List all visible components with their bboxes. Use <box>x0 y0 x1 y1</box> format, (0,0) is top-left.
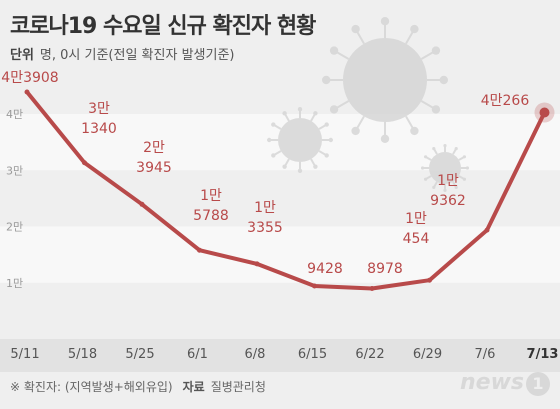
x-tick-label: 5/18 <box>68 347 97 362</box>
data-point <box>139 201 145 207</box>
footer-note: ※ 확진자: (지역발생+해외유입) 자료 질병관리청 <box>10 378 266 395</box>
data-point <box>369 285 375 291</box>
data-label: 3355 <box>247 220 283 236</box>
logo-number: 1 <box>526 372 550 396</box>
data-point <box>24 89 30 95</box>
unit-text: 명, 0시 기준(전일 확진자 발생기준) <box>39 48 235 63</box>
y-tick-label: 1만 <box>6 277 23 290</box>
x-tick-label: 6/15 <box>298 347 327 362</box>
data-label: 1만 <box>405 211 427 227</box>
x-tick-label: 6/1 <box>187 347 208 362</box>
data-point <box>312 283 317 289</box>
virus-icon <box>322 17 448 143</box>
x-axis-strip <box>0 339 560 372</box>
x-tick-label: 6/22 <box>355 347 384 362</box>
data-point <box>197 247 202 253</box>
virus-icon <box>421 144 469 192</box>
data-label: 4만3908 <box>1 70 58 86</box>
data-label: 2만 <box>143 140 165 156</box>
y-tick-label: 2만 <box>6 221 23 234</box>
data-point <box>539 107 550 118</box>
data-label: 4만266 <box>481 93 530 109</box>
data-label: 3만 <box>88 101 110 117</box>
data-label: 5788 <box>193 208 229 224</box>
x-tick-label: 6/8 <box>245 347 266 362</box>
data-label: 3945 <box>136 160 172 176</box>
unit-label: 단위 <box>10 48 34 63</box>
data-label: 1만 <box>254 200 276 216</box>
page-title: 코로나19 수요일 신규 확진자 현황 <box>10 14 316 39</box>
data-point <box>484 227 490 233</box>
data-label: 1340 <box>81 121 117 137</box>
logo-text: news <box>459 370 524 395</box>
x-tick-label: 5/11 <box>10 347 39 362</box>
footnote-text: ※ 확진자: (지역발생+해외유입) <box>10 380 173 394</box>
y-tick-label: 3만 <box>6 164 23 177</box>
data-label: 8978 <box>367 261 403 277</box>
data-label: 9362 <box>430 193 466 209</box>
data-label: 1만 <box>437 173 459 189</box>
virus-icon <box>267 107 333 173</box>
data-label: 9428 <box>307 261 343 277</box>
data-label: 454 <box>403 231 430 247</box>
data-label: 1만 <box>200 188 222 204</box>
series-line <box>25 90 547 291</box>
y-tick-label: 4만 <box>6 108 23 121</box>
data-point <box>82 160 87 166</box>
source-label: 자료 <box>182 380 205 394</box>
x-tick-label: 7/13 <box>527 347 559 362</box>
source-text: 질병관리청 <box>210 380 266 394</box>
x-tick-label: 5/25 <box>125 347 154 362</box>
data-point <box>254 261 260 267</box>
data-point <box>427 277 432 283</box>
news1-logo: news 1 <box>460 370 550 396</box>
x-tick-label: 7/6 <box>475 347 496 362</box>
unit-caption: 단위 명, 0시 기준(전일 확진자 발생기준) <box>10 44 234 63</box>
x-tick-label: 6/29 <box>413 347 442 362</box>
